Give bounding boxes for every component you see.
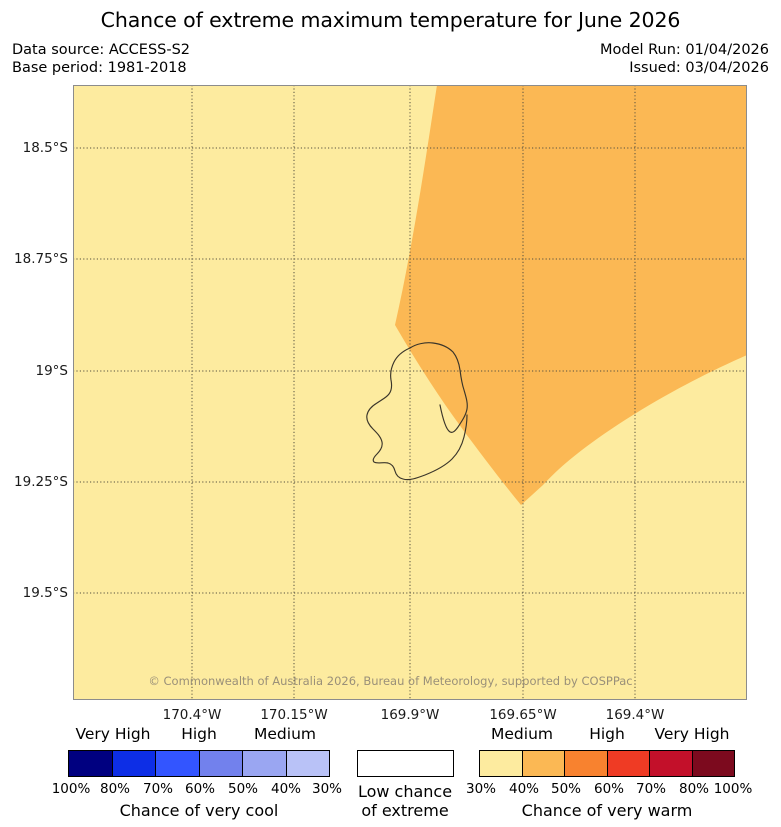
longitude-tick-label: 169.9°W <box>380 707 440 723</box>
legend-tick-label: 60% <box>184 781 216 797</box>
legend-swatch[interactable] <box>564 751 607 776</box>
legend-low-chance-swatch[interactable] <box>357 750 454 777</box>
legend-tick-label: 50% <box>550 781 582 797</box>
legend-tick-label: 40% <box>508 781 540 797</box>
legend-swatch[interactable] <box>285 751 329 776</box>
legend-tick-label: 60% <box>593 781 625 797</box>
latitude-axis: 18.5°S 18.75°S 19°S 19.25°S 19.5°S <box>0 0 68 827</box>
map-gridlines <box>73 85 747 700</box>
map-plot-area[interactable] <box>73 85 747 700</box>
base-period-label: Base period: 1981-2018 <box>12 60 187 76</box>
data-source-label: Data source: ACCESS-S2 <box>12 42 191 58</box>
legend-tick-label: 100% <box>713 781 753 797</box>
legend-tick-label: 50% <box>227 781 259 797</box>
legend-swatch[interactable] <box>198 751 242 776</box>
legend-category-label: Medium <box>254 725 316 743</box>
legend-category-label: Medium <box>491 725 553 743</box>
legend-tick-label: 70% <box>142 781 174 797</box>
latitude-tick-label: 18.5°S <box>22 140 68 156</box>
legend-swatch[interactable] <box>480 751 522 776</box>
latitude-tick-label: 19.25°S <box>14 474 68 490</box>
legend-swatch[interactable] <box>69 751 112 776</box>
legend-swatch[interactable] <box>691 751 734 776</box>
legend-tick-label: 30% <box>311 781 343 797</box>
legend-cool-colorbar[interactable] <box>68 750 330 777</box>
legend-tick-label: 100% <box>51 781 91 797</box>
longitude-tick-label: 170.4°W <box>162 707 222 723</box>
longitude-tick-label: 170.15°W <box>260 707 328 723</box>
legend-category-label: Very High <box>654 725 730 743</box>
legend-category-label: High <box>181 725 217 743</box>
longitude-tick-label: 169.4°W <box>605 707 665 723</box>
page-title: Chance of extreme maximum temperature fo… <box>100 8 681 32</box>
legend-tick-label: 80% <box>99 781 131 797</box>
legend-warm-colorbar[interactable] <box>479 750 735 777</box>
region-medium-40-50-fill <box>395 85 747 505</box>
model-run-label: Model Run: 01/04/2026 <box>599 42 769 58</box>
map-svg <box>73 85 747 700</box>
legend-category-label: High <box>589 725 625 743</box>
latitude-tick-label: 18.75°S <box>14 251 68 267</box>
legend-category-label: Very High <box>75 725 151 743</box>
metadata-right: Model Run: 01/04/2026 Issued: 03/04/2026 <box>600 41 769 77</box>
legend-low-chance-caption: Low chance of extreme <box>358 782 452 820</box>
legend-low-chance-line2: of extreme <box>361 801 449 820</box>
latitude-tick-label: 19°S <box>35 363 69 379</box>
legend-cool-caption: Chance of very cool <box>119 801 279 820</box>
metadata-left: Data source: ACCESS-S2 Base period: 1981… <box>12 41 190 77</box>
longitude-tick-label: 169.65°W <box>489 707 557 723</box>
legend-tick-label: 70% <box>635 781 667 797</box>
legend-tick-label: 40% <box>270 781 302 797</box>
legend-tick-label: 30% <box>465 781 497 797</box>
island-coastline-niue <box>366 342 468 481</box>
issued-label: Issued: 03/04/2026 <box>629 60 769 76</box>
latitude-tick-label: 19.5°S <box>22 585 68 601</box>
legend-swatch[interactable] <box>155 751 199 776</box>
legend-low-chance-line1: Low chance <box>357 782 453 801</box>
legend-swatch[interactable] <box>521 751 564 776</box>
legend-swatch[interactable] <box>242 751 286 776</box>
legend-swatch[interactable] <box>606 751 649 776</box>
legend-tick-label: 80% <box>678 781 710 797</box>
legend-swatch[interactable] <box>111 751 155 776</box>
legend-swatch[interactable] <box>649 751 692 776</box>
legend-warm-caption: Chance of very warm <box>521 801 693 820</box>
